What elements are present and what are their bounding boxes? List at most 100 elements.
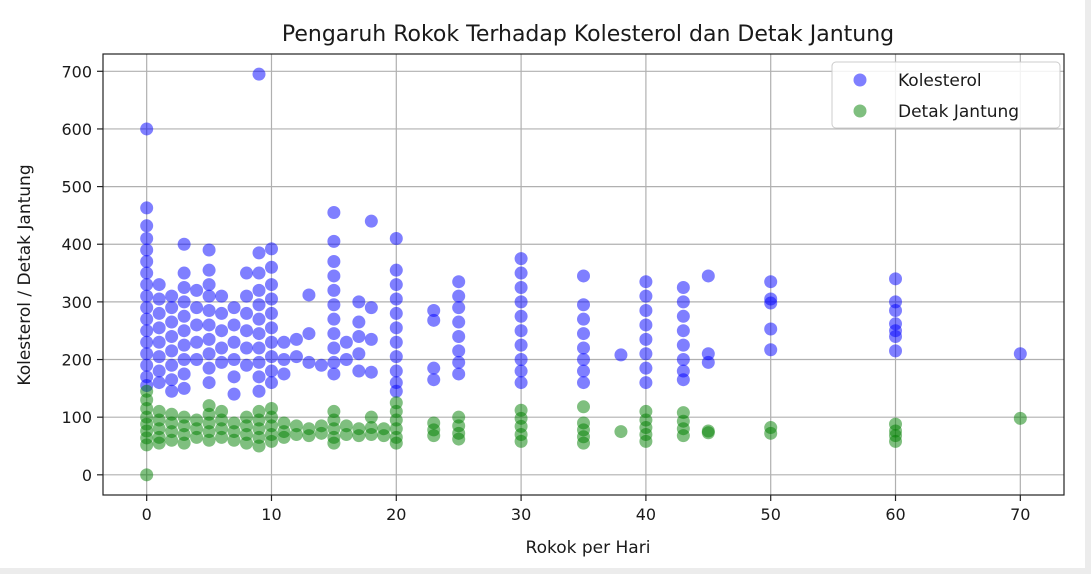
data-point — [227, 353, 241, 367]
data-point — [202, 243, 216, 257]
data-point — [364, 332, 378, 346]
data-point — [289, 427, 303, 441]
data-point — [190, 353, 204, 367]
data-point — [152, 376, 166, 390]
x-tick-label: 20 — [386, 505, 406, 524]
data-point — [177, 295, 191, 309]
data-point — [389, 263, 403, 277]
data-point — [364, 365, 378, 379]
data-point — [302, 429, 316, 443]
data-point — [889, 304, 903, 318]
data-point — [452, 275, 466, 289]
data-point — [639, 318, 653, 332]
data-point — [389, 278, 403, 292]
data-point — [389, 231, 403, 245]
data-point — [252, 67, 266, 81]
data-point — [377, 429, 391, 443]
data-point — [252, 312, 266, 326]
data-point — [452, 315, 466, 329]
data-point — [452, 329, 466, 343]
data-point — [152, 436, 166, 450]
data-point — [452, 367, 466, 381]
data-point — [352, 347, 366, 361]
data-point — [240, 324, 254, 338]
data-point — [165, 373, 179, 387]
data-point — [140, 289, 154, 303]
data-point — [165, 358, 179, 372]
data-point — [240, 341, 254, 355]
data-point — [152, 364, 166, 378]
data-point — [264, 376, 278, 390]
data-point — [190, 301, 204, 315]
data-point — [764, 322, 778, 336]
data-point — [140, 255, 154, 269]
frame-border-right — [1085, 0, 1091, 574]
data-point — [252, 370, 266, 384]
data-point — [327, 355, 341, 369]
data-point — [676, 324, 690, 338]
data-point — [177, 280, 191, 294]
data-point — [140, 122, 154, 136]
data-point — [701, 355, 715, 369]
data-point — [389, 306, 403, 320]
data-point — [165, 344, 179, 358]
data-point — [1013, 411, 1027, 425]
data-point — [252, 327, 266, 341]
data-point — [639, 361, 653, 375]
data-point — [202, 433, 216, 447]
data-point — [452, 344, 466, 358]
data-point — [676, 280, 690, 294]
data-point — [202, 304, 216, 318]
data-point — [427, 429, 441, 443]
data-point — [177, 309, 191, 323]
y-tick-label: 400 — [61, 235, 92, 254]
data-point — [327, 298, 341, 312]
y-axis-label: Kolesterol / Detak Jantung — [15, 164, 35, 385]
data-point — [215, 306, 229, 320]
data-point — [202, 332, 216, 346]
legend-box — [831, 61, 1061, 129]
data-point — [364, 214, 378, 228]
data-point — [177, 436, 191, 450]
data-point — [202, 289, 216, 303]
data-point — [202, 278, 216, 292]
data-point — [577, 341, 590, 355]
data-point — [514, 353, 528, 367]
data-point — [140, 243, 154, 257]
x-tick-label: 40 — [636, 505, 656, 524]
data-point — [152, 335, 166, 349]
data-point — [240, 266, 254, 280]
data-point — [676, 295, 690, 309]
data-point — [701, 426, 715, 440]
data-point — [577, 327, 590, 341]
chart-title: Pengaruh Rokok Terhadap Kolesterol dan D… — [282, 22, 894, 47]
data-point — [177, 338, 191, 352]
data-point — [252, 355, 266, 369]
data-point — [252, 246, 266, 260]
data-point — [639, 434, 653, 448]
data-point — [701, 269, 715, 283]
data-point — [302, 355, 316, 369]
x-tick-label: 10 — [261, 505, 281, 524]
data-point — [190, 335, 204, 349]
data-point — [152, 278, 166, 292]
data-point — [427, 361, 441, 375]
data-point — [514, 309, 528, 323]
legend-marker — [853, 104, 867, 118]
data-point — [264, 260, 278, 274]
frame-border-bottom — [0, 568, 1091, 574]
data-point — [577, 298, 590, 312]
data-point — [252, 439, 266, 453]
data-point — [614, 425, 628, 439]
data-point — [227, 433, 241, 447]
data-point — [389, 364, 403, 378]
data-point — [215, 324, 229, 338]
data-point — [314, 426, 328, 440]
data-point — [389, 436, 403, 450]
data-point — [252, 266, 266, 280]
x-tick-label: 30 — [511, 505, 531, 524]
data-point — [140, 358, 154, 372]
data-point — [264, 278, 278, 292]
data-point — [140, 468, 154, 482]
